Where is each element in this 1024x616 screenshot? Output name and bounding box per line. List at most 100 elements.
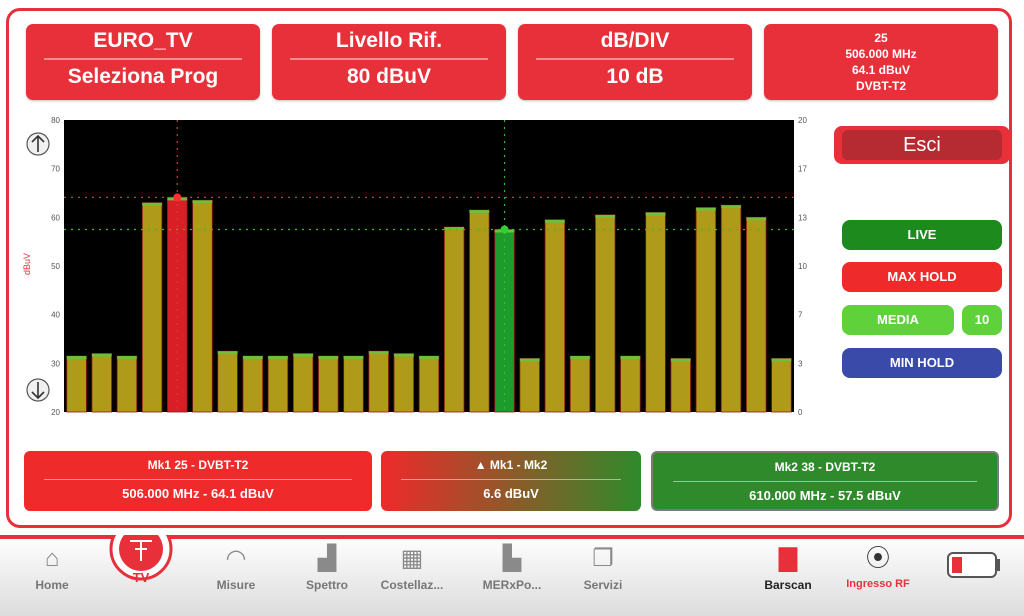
nav-tv[interactable]: TV — [99, 570, 183, 585]
channel-bar[interactable] — [746, 216, 767, 413]
nav-merxpo-label: MERxPo... — [482, 578, 542, 592]
channel-bar[interactable] — [267, 355, 289, 413]
nav-misure[interactable]: ◠ Misure — [194, 540, 278, 592]
scroll-down-button[interactable] — [26, 378, 50, 402]
channel-bar[interactable] — [368, 350, 389, 413]
channel-bar[interactable] — [393, 353, 415, 413]
channel-bar[interactable] — [645, 212, 666, 413]
left-tick-label: 20 — [51, 408, 60, 417]
nav-tv-label: TV — [132, 570, 150, 585]
right-tick-label: 13 — [798, 213, 807, 222]
exit-button[interactable]: Esci — [834, 126, 1010, 164]
min-hold-button[interactable]: MIN HOLD — [842, 348, 1002, 378]
nav-barscan-label: Barscan — [764, 578, 812, 592]
channel-bar[interactable] — [670, 358, 691, 413]
bar-cap — [66, 356, 87, 360]
marker-delta-box[interactable]: ▲ Mk1 - Mk2 6.6 dBuV — [381, 451, 641, 511]
channel-bar[interactable] — [771, 358, 792, 413]
channel-bar[interactable] — [594, 214, 616, 413]
channel-bar[interactable] — [343, 355, 364, 413]
max-hold-button[interactable]: MAX HOLD — [842, 262, 1002, 292]
channel-bar[interactable] — [494, 229, 515, 413]
left-tick-label: 60 — [51, 213, 60, 222]
bar-cap — [444, 227, 464, 231]
nav-home[interactable]: ⌂ Home — [10, 540, 94, 592]
channel-bar[interactable] — [544, 219, 566, 413]
left-tick-label: 70 — [51, 165, 60, 174]
channel-bar[interactable] — [620, 355, 641, 413]
right-tick-label: 20 — [798, 116, 807, 125]
channel-bar[interactable] — [242, 355, 264, 413]
marker2-channel: Mk2 38 - DVBT-T2 — [774, 460, 876, 474]
right-tick-label: 17 — [798, 165, 807, 174]
marker1-channel: Mk1 25 - DVBT-T2 — [147, 458, 249, 472]
channel-bar[interactable] — [695, 207, 717, 413]
marker1-box[interactable]: Mk1 25 - DVBT-T2 506.000 MHz - 64.1 dBuV — [24, 451, 372, 511]
channel-bar[interactable] — [217, 350, 238, 413]
channel-bar[interactable] — [141, 202, 163, 413]
right-tick-label: 3 — [798, 359, 803, 368]
bar-cap — [545, 219, 565, 223]
right-tick-label: 0 — [798, 408, 803, 417]
scroll-up-button[interactable] — [26, 132, 50, 156]
rf-input-icon: ⦿ — [866, 545, 890, 572]
media-count-input[interactable]: 10 — [962, 305, 1002, 335]
channel-info-box[interactable]: 25 506.000 MHz 64.1 dBuV DVBT-T2 — [764, 24, 998, 100]
channel-bar[interactable] — [418, 355, 440, 413]
media-button[interactable]: MEDIA — [842, 305, 954, 335]
left-tick-label: 40 — [51, 311, 60, 320]
nav-misure-label: Misure — [216, 578, 256, 592]
nav-servizi-label: Servizi — [583, 578, 623, 592]
channel-bar[interactable] — [720, 204, 742, 413]
channel-bar[interactable] — [318, 355, 339, 413]
bar-cap — [645, 212, 666, 216]
db-div-label: dB/DIV — [600, 29, 670, 52]
bar-cap — [519, 358, 540, 362]
live-button[interactable]: LIVE — [842, 220, 1002, 250]
barscan-icon: ▇ — [778, 545, 798, 572]
marker-delta-label: ▲ Mk1 - Mk2 — [474, 458, 548, 472]
channel-bar[interactable] — [469, 209, 490, 413]
right-tick-label: 10 — [798, 262, 807, 271]
channel-bar[interactable] — [192, 199, 213, 413]
channel-bar[interactable] — [443, 226, 465, 413]
reference-level-label: Livello Rif. — [335, 29, 443, 52]
left-tick-label: 30 — [51, 359, 60, 368]
nav-costellazione[interactable]: ▦ Costellaz... — [370, 540, 454, 592]
home-icon: ⌂ — [44, 545, 60, 572]
bar-cap — [696, 207, 716, 211]
nav-home-label: Home — [35, 578, 69, 592]
bar-cap — [595, 214, 616, 218]
bar-cap — [570, 356, 590, 360]
channel-bar[interactable] — [116, 355, 138, 413]
mer-icon: ▙ — [502, 545, 522, 572]
nav-barscan[interactable]: ▇ Barscan — [746, 540, 830, 592]
channel-bar[interactable] — [91, 353, 112, 413]
marker1-point — [173, 193, 182, 202]
nav-ingresso-rf[interactable]: ⦿ Ingresso RF — [836, 540, 920, 590]
program-select-label: Seleziona Prog — [67, 65, 219, 88]
bar-cap — [469, 210, 490, 214]
program-select-button[interactable]: EURO_TV Seleziona Prog — [26, 24, 260, 100]
bar-cap — [394, 353, 414, 357]
bar-cap — [217, 351, 238, 355]
marker2-box[interactable]: Mk2 38 - DVBT-T2 610.000 MHz - 57.5 dBuV — [651, 451, 999, 511]
right-tick-label: 7 — [798, 311, 803, 320]
channel-bar[interactable] — [292, 353, 314, 413]
channel-bar[interactable] — [569, 355, 591, 413]
nav-spettro[interactable]: ▟ Spettro — [285, 540, 369, 592]
db-div-value: 10 dB — [606, 65, 664, 88]
bar-cap — [268, 356, 288, 360]
channel-standard: DVBT-T2 — [855, 79, 906, 93]
bar-cap — [343, 356, 364, 360]
nav-servizi[interactable]: ❐ Servizi — [561, 540, 645, 592]
bar-cap — [419, 356, 439, 360]
reference-level-button[interactable]: Livello Rif. 80 dBuV — [272, 24, 506, 100]
nav-merxpo[interactable]: ▙ MERxPo... — [470, 540, 554, 592]
channel-bar[interactable] — [519, 358, 540, 413]
db-div-button[interactable]: dB/DIV 10 dB — [518, 24, 752, 100]
marker-delta-value: 6.6 dBuV — [483, 486, 539, 501]
gauge-icon: ◠ — [225, 545, 247, 572]
channel-bar[interactable] — [66, 355, 87, 413]
